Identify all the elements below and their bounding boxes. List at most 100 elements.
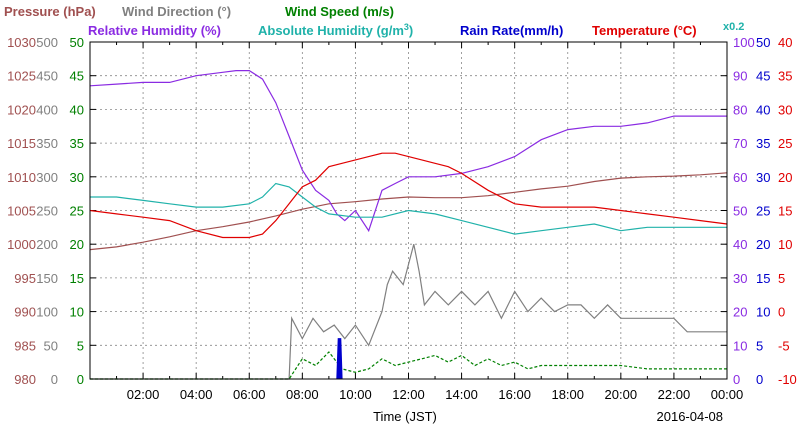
y-tick-label-rain-rate: 20	[756, 237, 770, 252]
y-tick-label-temperature: -10	[778, 372, 797, 387]
y-tick-label-rain-rate: 30	[756, 170, 770, 185]
y-tick-label-wind-direction: 200	[36, 237, 58, 252]
y-tick-label-relative-humidity: 50	[733, 204, 747, 219]
title-absolute-humidity-suffix: )	[409, 23, 413, 38]
y-tick-label-temperature: 25	[778, 136, 792, 151]
y-tick-label-temperature: 5	[778, 271, 785, 286]
y-tick-label-pressure: 990	[14, 305, 36, 320]
x-tick-label: 20:00	[605, 387, 638, 402]
x-tick-label: 06:00	[233, 387, 266, 402]
y-tick-label-relative-humidity: 100	[733, 35, 755, 50]
y-tick-label-pressure: 995	[14, 271, 36, 286]
y-tick-label-wind-direction: 0	[51, 372, 58, 387]
y-tick-label-relative-humidity: 20	[733, 305, 747, 320]
y-tick-label-wind-speed: 10	[70, 305, 84, 320]
y-tick-label-temperature: 10	[778, 237, 792, 252]
plot-frame	[89, 41, 728, 380]
series-wind-direction	[90, 244, 727, 380]
series-lines	[89, 69, 728, 380]
y-tick-label-temperature: 35	[778, 69, 792, 84]
y-tick-label-wind-direction: 400	[36, 102, 58, 117]
y-tick-label-wind-direction: 500	[36, 35, 58, 50]
y-tick-label-pressure: 1005	[7, 204, 36, 219]
y-tick-label-temperature: 15	[778, 204, 792, 219]
x-axis-label: Time (JST)	[373, 409, 437, 424]
title-absolute-humidity-sup: 3	[404, 22, 409, 32]
y-tick-label-temperature: 30	[778, 102, 792, 117]
y-tick-label-pressure: 1030	[7, 35, 36, 50]
series-temperature	[89, 152, 728, 239]
title-pressure: Pressure (hPa)	[4, 4, 96, 19]
y-tick-label-wind-speed: 15	[70, 271, 84, 286]
y-tick-label-temperature: -5	[778, 338, 790, 353]
y-tick-label-pressure: 980	[14, 372, 36, 387]
y-tick-label-wind-speed: 50	[70, 35, 84, 50]
y-axes: 9809859909951000100510101015102010251030…	[7, 35, 797, 387]
y-tick-label-rain-rate: 10	[756, 305, 770, 320]
y-tick-label-relative-humidity: 80	[733, 102, 747, 117]
y-tick-label-rain-rate: 5	[756, 338, 763, 353]
y-tick-label-pressure: 1015	[7, 136, 36, 151]
y-tick-label-temperature: 0	[778, 305, 785, 320]
y-tick-label-rain-rate: 45	[756, 69, 770, 84]
y-tick-label-relative-humidity: 0	[733, 372, 740, 387]
y-tick-label-pressure: 985	[14, 338, 36, 353]
series-rain-rate	[336, 338, 343, 380]
y-tick-label-wind-speed: 40	[70, 102, 84, 117]
y-tick-label-relative-humidity: 30	[733, 271, 747, 286]
y-tick-label-wind-direction: 350	[36, 136, 58, 151]
y-tick-label-relative-humidity: 70	[733, 136, 747, 151]
title-absolute-humidity-prefix: Absolute Humidity (g/m	[258, 23, 404, 38]
y-tick-label-rain-rate: 0	[756, 372, 763, 387]
y-tick-label-wind-direction: 300	[36, 170, 58, 185]
y-tick-label-wind-direction: 150	[36, 271, 58, 286]
y-tick-label-wind-speed: 35	[70, 136, 84, 151]
x-tick-label: 12:00	[392, 387, 425, 402]
y-tick-label-pressure: 1025	[7, 69, 36, 84]
y-tick-label-relative-humidity: 90	[733, 69, 747, 84]
y-tick-label-rain-rate: 15	[756, 271, 770, 286]
rain-scale-label: x0.2	[723, 21, 744, 33]
x-tick-label: 18:00	[551, 387, 584, 402]
y-tick-label-wind-speed: 5	[77, 338, 84, 353]
y-tick-label-pressure: 1020	[7, 102, 36, 117]
x-tick-label: 16:00	[498, 387, 531, 402]
title-rain-rate: Rain Rate(mm/h)	[460, 23, 563, 38]
x-tick-label: 02:00	[127, 387, 160, 402]
x-tick-label: 08:00	[286, 387, 319, 402]
series-wind-speed	[90, 351, 727, 380]
series-absolute-humidity	[90, 182, 727, 235]
y-tick-label-wind-speed: 20	[70, 237, 84, 252]
title-temperature: Temperature (°C)	[592, 23, 697, 38]
x-tick-label: 04:00	[180, 387, 213, 402]
y-tick-label-wind-speed: 0	[77, 372, 84, 387]
date-label: 2016-04-08	[657, 409, 724, 424]
title-wind-direction: Wind Direction (°)	[122, 4, 231, 19]
title-wind-speed: Wind Speed (m/s)	[285, 4, 394, 19]
y-tick-label-temperature: 20	[778, 170, 792, 185]
y-tick-label-wind-direction: 450	[36, 69, 58, 84]
y-tick-label-relative-humidity: 10	[733, 338, 747, 353]
y-tick-label-relative-humidity: 40	[733, 237, 747, 252]
title-absolute-humidity: Absolute Humidity (g/m3)	[258, 22, 413, 38]
y-tick-label-temperature: 40	[778, 35, 792, 50]
y-tick-label-rain-rate: 50	[756, 35, 770, 50]
x-tick-label: 00:00	[711, 387, 744, 402]
y-tick-label-wind-direction: 100	[36, 305, 58, 320]
series-relative-humidity	[89, 69, 727, 233]
y-tick-label-rain-rate: 40	[756, 102, 770, 117]
x-axis: 02:00 04:00 06:00 08:00 10:00 12:00 14:00 16:00…	[89, 42, 744, 402]
y-tick-label-wind-direction: 50	[44, 338, 58, 353]
x-tick-label: 10:00	[339, 387, 372, 402]
y-tick-label-rain-rate: 25	[756, 204, 770, 219]
y-tick-label-wind-speed: 30	[70, 170, 84, 185]
y-tick-label-relative-humidity: 60	[733, 170, 747, 185]
y-tick-label-pressure: 1010	[7, 170, 36, 185]
title-relative-humidity: Relative Humidity (%)	[88, 23, 221, 38]
y-tick-label-rain-rate: 35	[756, 136, 770, 151]
x-tick-label: 14:00	[445, 387, 478, 402]
x-tick-label: 22:00	[658, 387, 691, 402]
y-tick-label-wind-speed: 25	[70, 204, 84, 219]
